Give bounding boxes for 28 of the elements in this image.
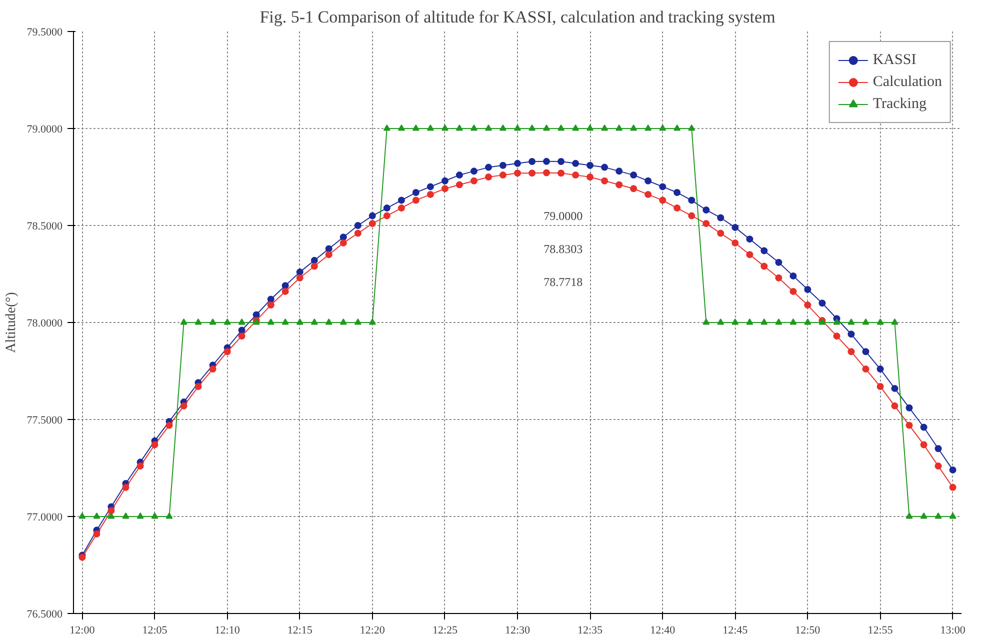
x-tick-label: 12:45 [722, 624, 748, 636]
x-tick-label: 12:05 [142, 624, 168, 636]
y-tick-label: 78.0000 [26, 318, 63, 330]
y-tick-label: 79.5000 [26, 26, 63, 38]
y-tick-label: 78.5000 [26, 220, 63, 232]
legend-label: Tracking [872, 96, 926, 112]
x-tick-label: 12:25 [432, 624, 458, 636]
annotation: 78.7718 [544, 274, 583, 289]
x-tick-label: 12:15 [287, 624, 313, 636]
y-tick-label: 79.0000 [26, 124, 63, 136]
x-tick-label: 12:00 [70, 624, 96, 636]
legend-label: KASSI [872, 52, 916, 68]
x-tick-label: 12:50 [795, 624, 821, 636]
x-tick-label: 12:30 [504, 624, 531, 636]
x-tick-label: 12:55 [868, 624, 894, 636]
y-tick-label: 77.0000 [26, 512, 63, 524]
legend-label: Calculation [872, 74, 942, 90]
x-tick-label: 13:00 [940, 624, 966, 636]
x-tick-label: 12:20 [360, 624, 386, 636]
y-tick-label: 77.5000 [26, 414, 63, 426]
x-tick-label: 12:35 [577, 624, 604, 636]
annotation: 79.0000 [544, 208, 583, 223]
y-tick-label: 76.5000 [26, 608, 63, 620]
chart-title: Fig. 5-1 Comparison of altitude for KASSI, calculation and tracking system [260, 8, 776, 26]
annotation: 78.8303 [544, 242, 583, 256]
y-axis-title: Altitude(°) [4, 292, 19, 353]
x-tick-label: 12:10 [214, 624, 240, 636]
x-tick-label: 12:40 [650, 624, 676, 636]
